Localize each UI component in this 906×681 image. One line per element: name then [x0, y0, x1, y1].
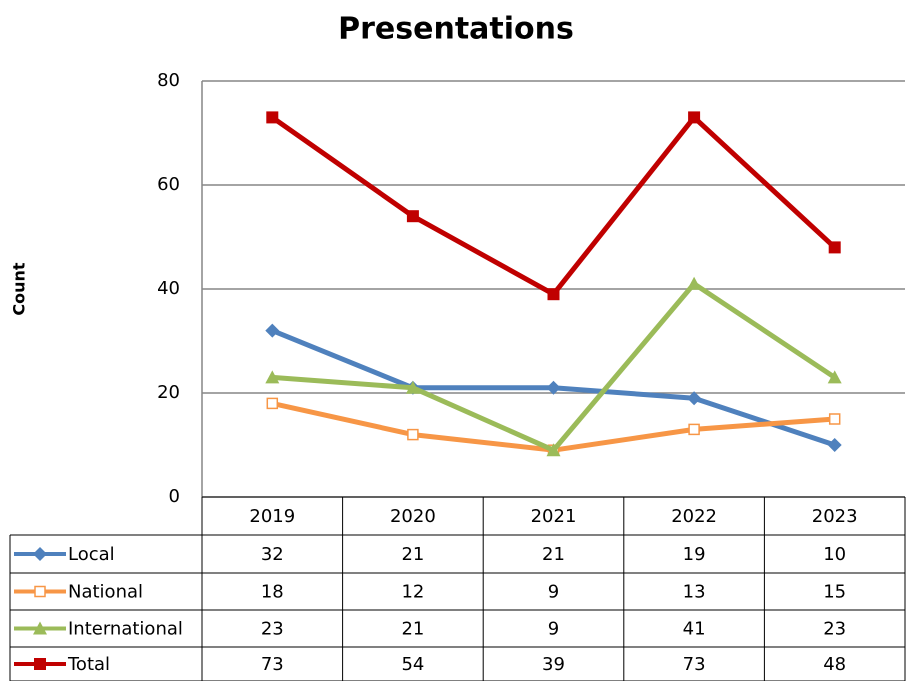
y-tick-label: 20 — [157, 382, 180, 403]
data-point — [266, 111, 279, 124]
table-value: 9 — [548, 619, 559, 640]
data-point — [687, 276, 702, 290]
data-point — [687, 391, 702, 406]
data-point — [546, 443, 561, 457]
legend-label: International — [68, 619, 183, 640]
table-value: 41 — [683, 619, 706, 640]
x-tick-label: 2021 — [531, 506, 577, 527]
legend-marker — [34, 658, 46, 670]
table-value: 21 — [542, 544, 565, 565]
x-tick-label: 2023 — [812, 506, 858, 527]
data-point — [547, 288, 560, 301]
legend-label: National — [68, 582, 143, 603]
series-line — [271, 400, 835, 453]
table-value: 21 — [401, 619, 424, 640]
table-value: 13 — [683, 582, 706, 603]
table-value: 10 — [823, 544, 846, 565]
legend-label: Local — [68, 544, 115, 565]
table-value: 54 — [401, 654, 424, 675]
data-point — [405, 380, 420, 394]
x-tick-label: 2020 — [390, 506, 436, 527]
y-tick-label: 80 — [157, 70, 180, 91]
data-point — [407, 428, 419, 441]
table-value: 39 — [542, 654, 565, 675]
legend-marker — [33, 621, 47, 635]
table-value: 23 — [261, 619, 284, 640]
table-value: 19 — [683, 544, 706, 565]
table-value: 73 — [261, 654, 284, 675]
table-value: 32 — [261, 544, 284, 565]
y-tick-label: 0 — [169, 486, 180, 507]
data-point — [688, 111, 701, 124]
data-point — [406, 210, 419, 223]
data-point — [265, 370, 280, 384]
data-point — [546, 380, 561, 395]
data-point — [688, 423, 700, 436]
table-value: 23 — [823, 619, 846, 640]
data-point — [827, 370, 842, 384]
chart-title: Presentations — [338, 12, 574, 47]
data-point — [828, 413, 841, 425]
data-point — [266, 397, 279, 410]
y-tick-label: 40 — [157, 278, 180, 299]
x-tick-label: 2019 — [249, 506, 295, 527]
data-point — [265, 323, 280, 338]
data-point — [828, 241, 841, 254]
table-value: 73 — [683, 654, 706, 675]
table-value: 21 — [401, 544, 424, 565]
y-tick-label: 60 — [157, 174, 180, 195]
x-tick-label: 2022 — [671, 506, 717, 527]
table-value: 48 — [823, 654, 846, 675]
table-value: 9 — [548, 582, 559, 603]
table-value: 15 — [823, 582, 846, 603]
series-line — [270, 114, 837, 297]
table-value: 18 — [261, 582, 284, 603]
legend-marker — [33, 547, 47, 561]
data-point — [827, 438, 842, 452]
table-value: 12 — [401, 582, 424, 603]
y-axis-title: Count — [10, 262, 29, 316]
legend-marker — [34, 585, 46, 598]
legend-label: Total — [67, 654, 110, 675]
